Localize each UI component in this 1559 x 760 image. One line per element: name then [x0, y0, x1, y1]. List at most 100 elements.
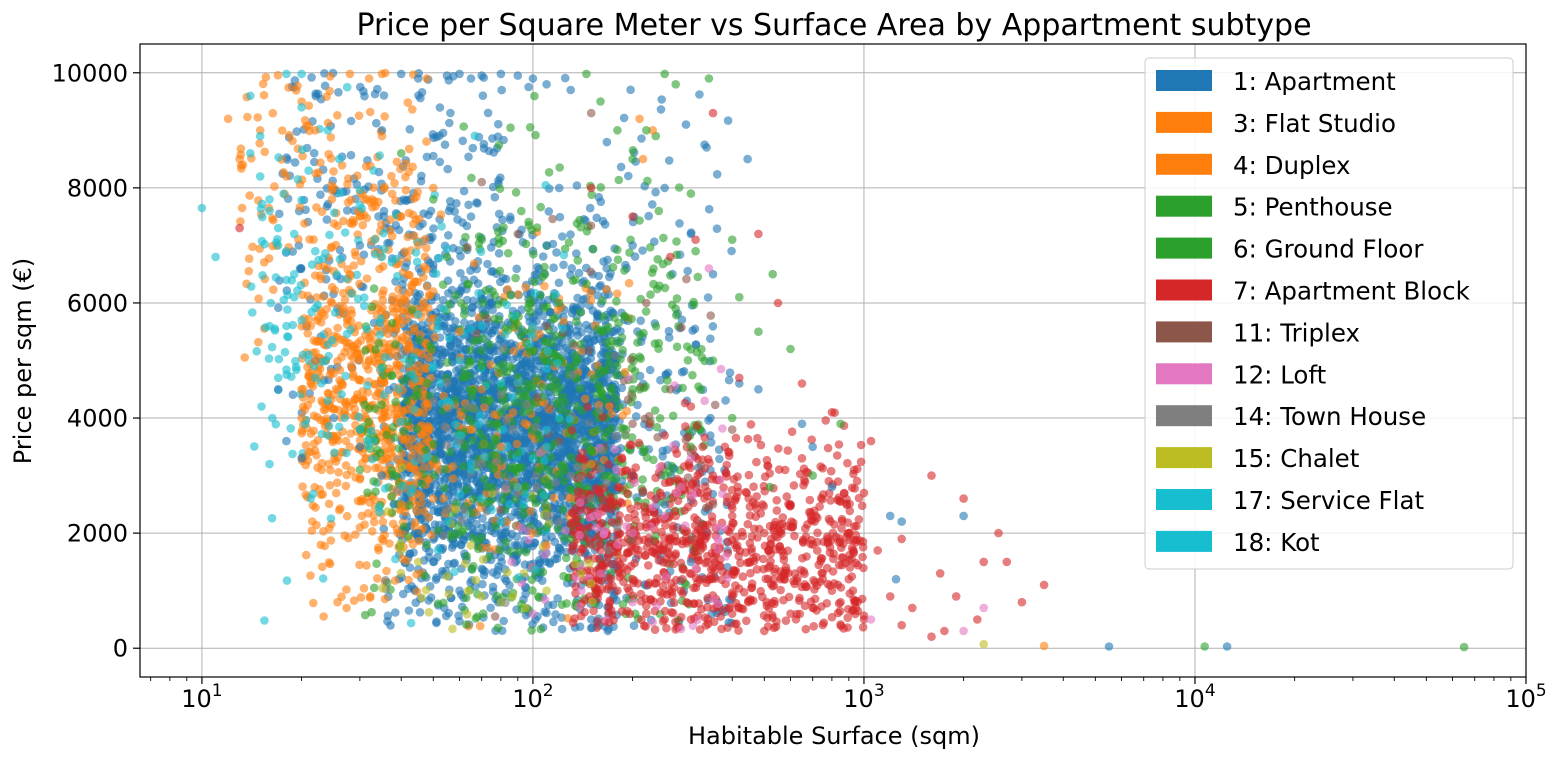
data-point: [349, 596, 359, 605]
data-point: [325, 481, 335, 490]
data-point: [675, 219, 684, 228]
data-point: [358, 220, 368, 230]
data-point: [290, 158, 300, 167]
data-point: [558, 392, 568, 402]
data-point: [649, 264, 658, 274]
data-point: [374, 545, 383, 555]
data-point: [461, 232, 470, 242]
data-point: [435, 449, 445, 458]
data-point: [349, 261, 359, 270]
data-point: [508, 408, 518, 417]
data-point: [347, 309, 357, 319]
data-point: [367, 607, 376, 617]
data-point: [572, 219, 582, 228]
data-point: [457, 453, 467, 463]
data-point: [405, 287, 415, 297]
data-point: [502, 435, 511, 444]
data-point: [331, 488, 341, 498]
data-point: [303, 329, 313, 338]
data-point: [408, 162, 418, 172]
data-point: [333, 323, 342, 333]
data-point: [413, 277, 423, 287]
data-point: [487, 328, 497, 338]
data-point: [459, 461, 468, 471]
data-point: [434, 507, 443, 517]
data-point: [541, 414, 551, 424]
data-point: [567, 264, 577, 273]
data-point: [494, 249, 504, 258]
data-point: [317, 562, 327, 572]
data-point: [524, 217, 533, 227]
data-point: [342, 585, 351, 594]
data-point: [388, 422, 398, 432]
data-point: [424, 512, 433, 522]
data-point: [564, 362, 574, 372]
data-point: [580, 394, 590, 404]
data-point: [683, 266, 692, 276]
data-point: [497, 557, 507, 567]
data-point: [426, 206, 436, 216]
data-point: [651, 187, 660, 197]
data-point: [548, 314, 558, 324]
data-point: [466, 357, 475, 366]
data-point: [380, 182, 390, 192]
data-point: [472, 477, 481, 487]
data-point: [259, 258, 269, 267]
data-point: [471, 614, 481, 623]
data-point: [664, 326, 674, 336]
data-point: [656, 105, 666, 114]
data-point: [237, 203, 247, 213]
data-point: [499, 353, 508, 362]
data-point: [349, 341, 359, 351]
data-point: [662, 445, 672, 455]
data-point: [549, 263, 558, 273]
data-point: [261, 72, 271, 82]
data-point: [564, 445, 573, 455]
data-point: [663, 376, 672, 385]
data-point: [478, 514, 487, 523]
data-point: [460, 372, 470, 382]
data-point: [586, 288, 595, 298]
data-point: [638, 475, 647, 484]
data-point: [494, 176, 503, 185]
data-point: [532, 374, 542, 383]
data-point: [613, 255, 623, 264]
data-point: [540, 262, 549, 272]
data-point: [614, 175, 624, 185]
data-point: [429, 151, 438, 161]
data-point: [554, 278, 564, 288]
data-point: [394, 225, 404, 235]
data-point: [658, 259, 668, 269]
data-point: [444, 288, 453, 298]
data-point: [359, 250, 369, 259]
data-point: [391, 340, 400, 349]
data-point: [423, 378, 432, 388]
data-point: [478, 579, 487, 589]
data-point: [529, 346, 539, 356]
data-point: [557, 492, 567, 501]
data-point: [494, 119, 503, 129]
data-point: [715, 454, 724, 464]
data-point: [363, 508, 373, 518]
data-point: [404, 208, 414, 218]
data-point: [356, 256, 366, 266]
data-point: [477, 235, 487, 244]
data-point: [379, 206, 389, 216]
data-point: [408, 105, 417, 114]
data-point: [309, 235, 318, 244]
data-point: [459, 186, 469, 196]
data-point: [318, 292, 328, 301]
data-point: [576, 308, 585, 317]
data-point: [553, 470, 562, 479]
data-point: [422, 152, 432, 162]
data-point: [244, 266, 254, 276]
data-point: [499, 223, 508, 232]
data-point: [616, 162, 626, 172]
data-point: [506, 212, 515, 222]
data-point: [521, 239, 531, 249]
data-point: [341, 481, 351, 491]
data-point: [404, 532, 413, 541]
data-point: [613, 245, 622, 255]
data-point: [422, 243, 431, 253]
data-point: [355, 560, 364, 570]
